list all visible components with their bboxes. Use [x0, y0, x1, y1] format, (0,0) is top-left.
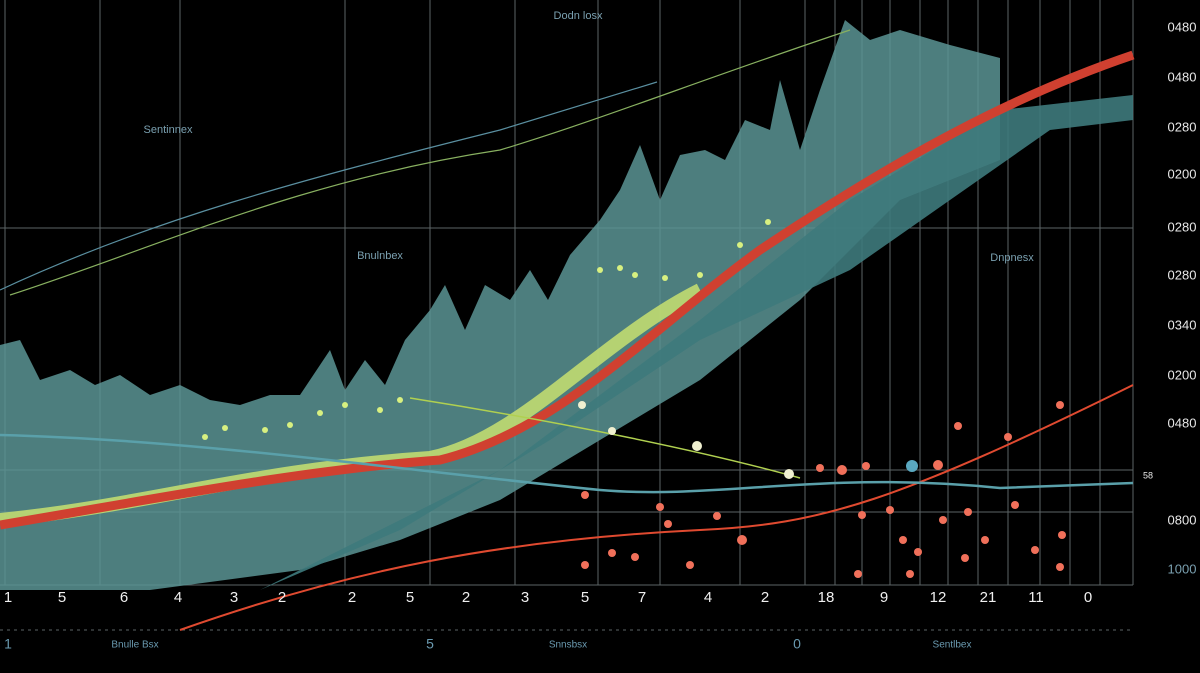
- x-label: 0: [1084, 589, 1092, 606]
- footer-label: 1: [4, 636, 12, 652]
- footer-label: Bnulle Bsx: [111, 640, 158, 651]
- right-label: 0800: [1168, 512, 1197, 527]
- footer-label: 0: [793, 636, 801, 652]
- right-label: 1000: [1168, 561, 1197, 576]
- x-label: 2: [761, 589, 769, 606]
- x-label: 12: [930, 589, 947, 606]
- footer-label: 5: [426, 636, 434, 652]
- x-label: 5: [581, 589, 589, 606]
- x-label: 2: [278, 589, 286, 606]
- x-label: 3: [521, 589, 529, 606]
- right-label: 0280: [1168, 267, 1197, 282]
- x-label: 5: [406, 589, 414, 606]
- red-line: [0, 50, 1135, 530]
- annotation: Bnulnbex: [357, 250, 403, 262]
- x-label: 7: [638, 589, 646, 606]
- annotation: Sentinnex: [144, 124, 193, 136]
- thin-red-line: [179, 384, 1134, 631]
- dark-band: [260, 95, 1133, 590]
- teal-area: [0, 20, 1000, 590]
- right-label: 0480: [1168, 19, 1197, 34]
- footer-label: Snnsbsx: [549, 640, 587, 651]
- x-label: 21: [980, 589, 997, 606]
- x-label: 4: [704, 589, 712, 606]
- blue-line: [0, 433, 1134, 494]
- x-label: 4: [174, 589, 182, 606]
- thin-green-line: [9, 29, 851, 296]
- x-label: 2: [348, 589, 356, 606]
- x-label: 2: [462, 589, 470, 606]
- right-label: 0480: [1168, 415, 1197, 430]
- x-label: 18: [818, 589, 835, 606]
- x-label: 1: [4, 589, 12, 606]
- green-dots: [202, 219, 794, 479]
- footer-label: Sentlbex: [933, 640, 972, 651]
- right-label: 0340: [1168, 317, 1197, 332]
- right-label: 0200: [1168, 367, 1197, 382]
- right-label: 0280: [1168, 119, 1197, 134]
- annotation: Dodn losx: [554, 10, 603, 22]
- x-label: 11: [1028, 589, 1044, 606]
- orange-dots: [581, 401, 1066, 578]
- right-label: 0200: [1168, 166, 1197, 181]
- right-label: 0480: [1168, 69, 1197, 84]
- x-label: 9: [880, 589, 888, 606]
- x-label: 3: [230, 589, 238, 606]
- thin-lime-line: [409, 397, 801, 479]
- thin-blue-line: [0, 81, 658, 291]
- right-label: 0280: [1168, 219, 1197, 234]
- labels: Dodn losx Sentinnex Bnulnbex Dnpnesx 0480 048…: [4, 10, 1197, 652]
- annotation: Dnpnesx: [990, 252, 1034, 264]
- x-label: 5: [58, 589, 66, 606]
- x-label: 6: [120, 589, 128, 606]
- right-label: 58: [1143, 470, 1153, 480]
